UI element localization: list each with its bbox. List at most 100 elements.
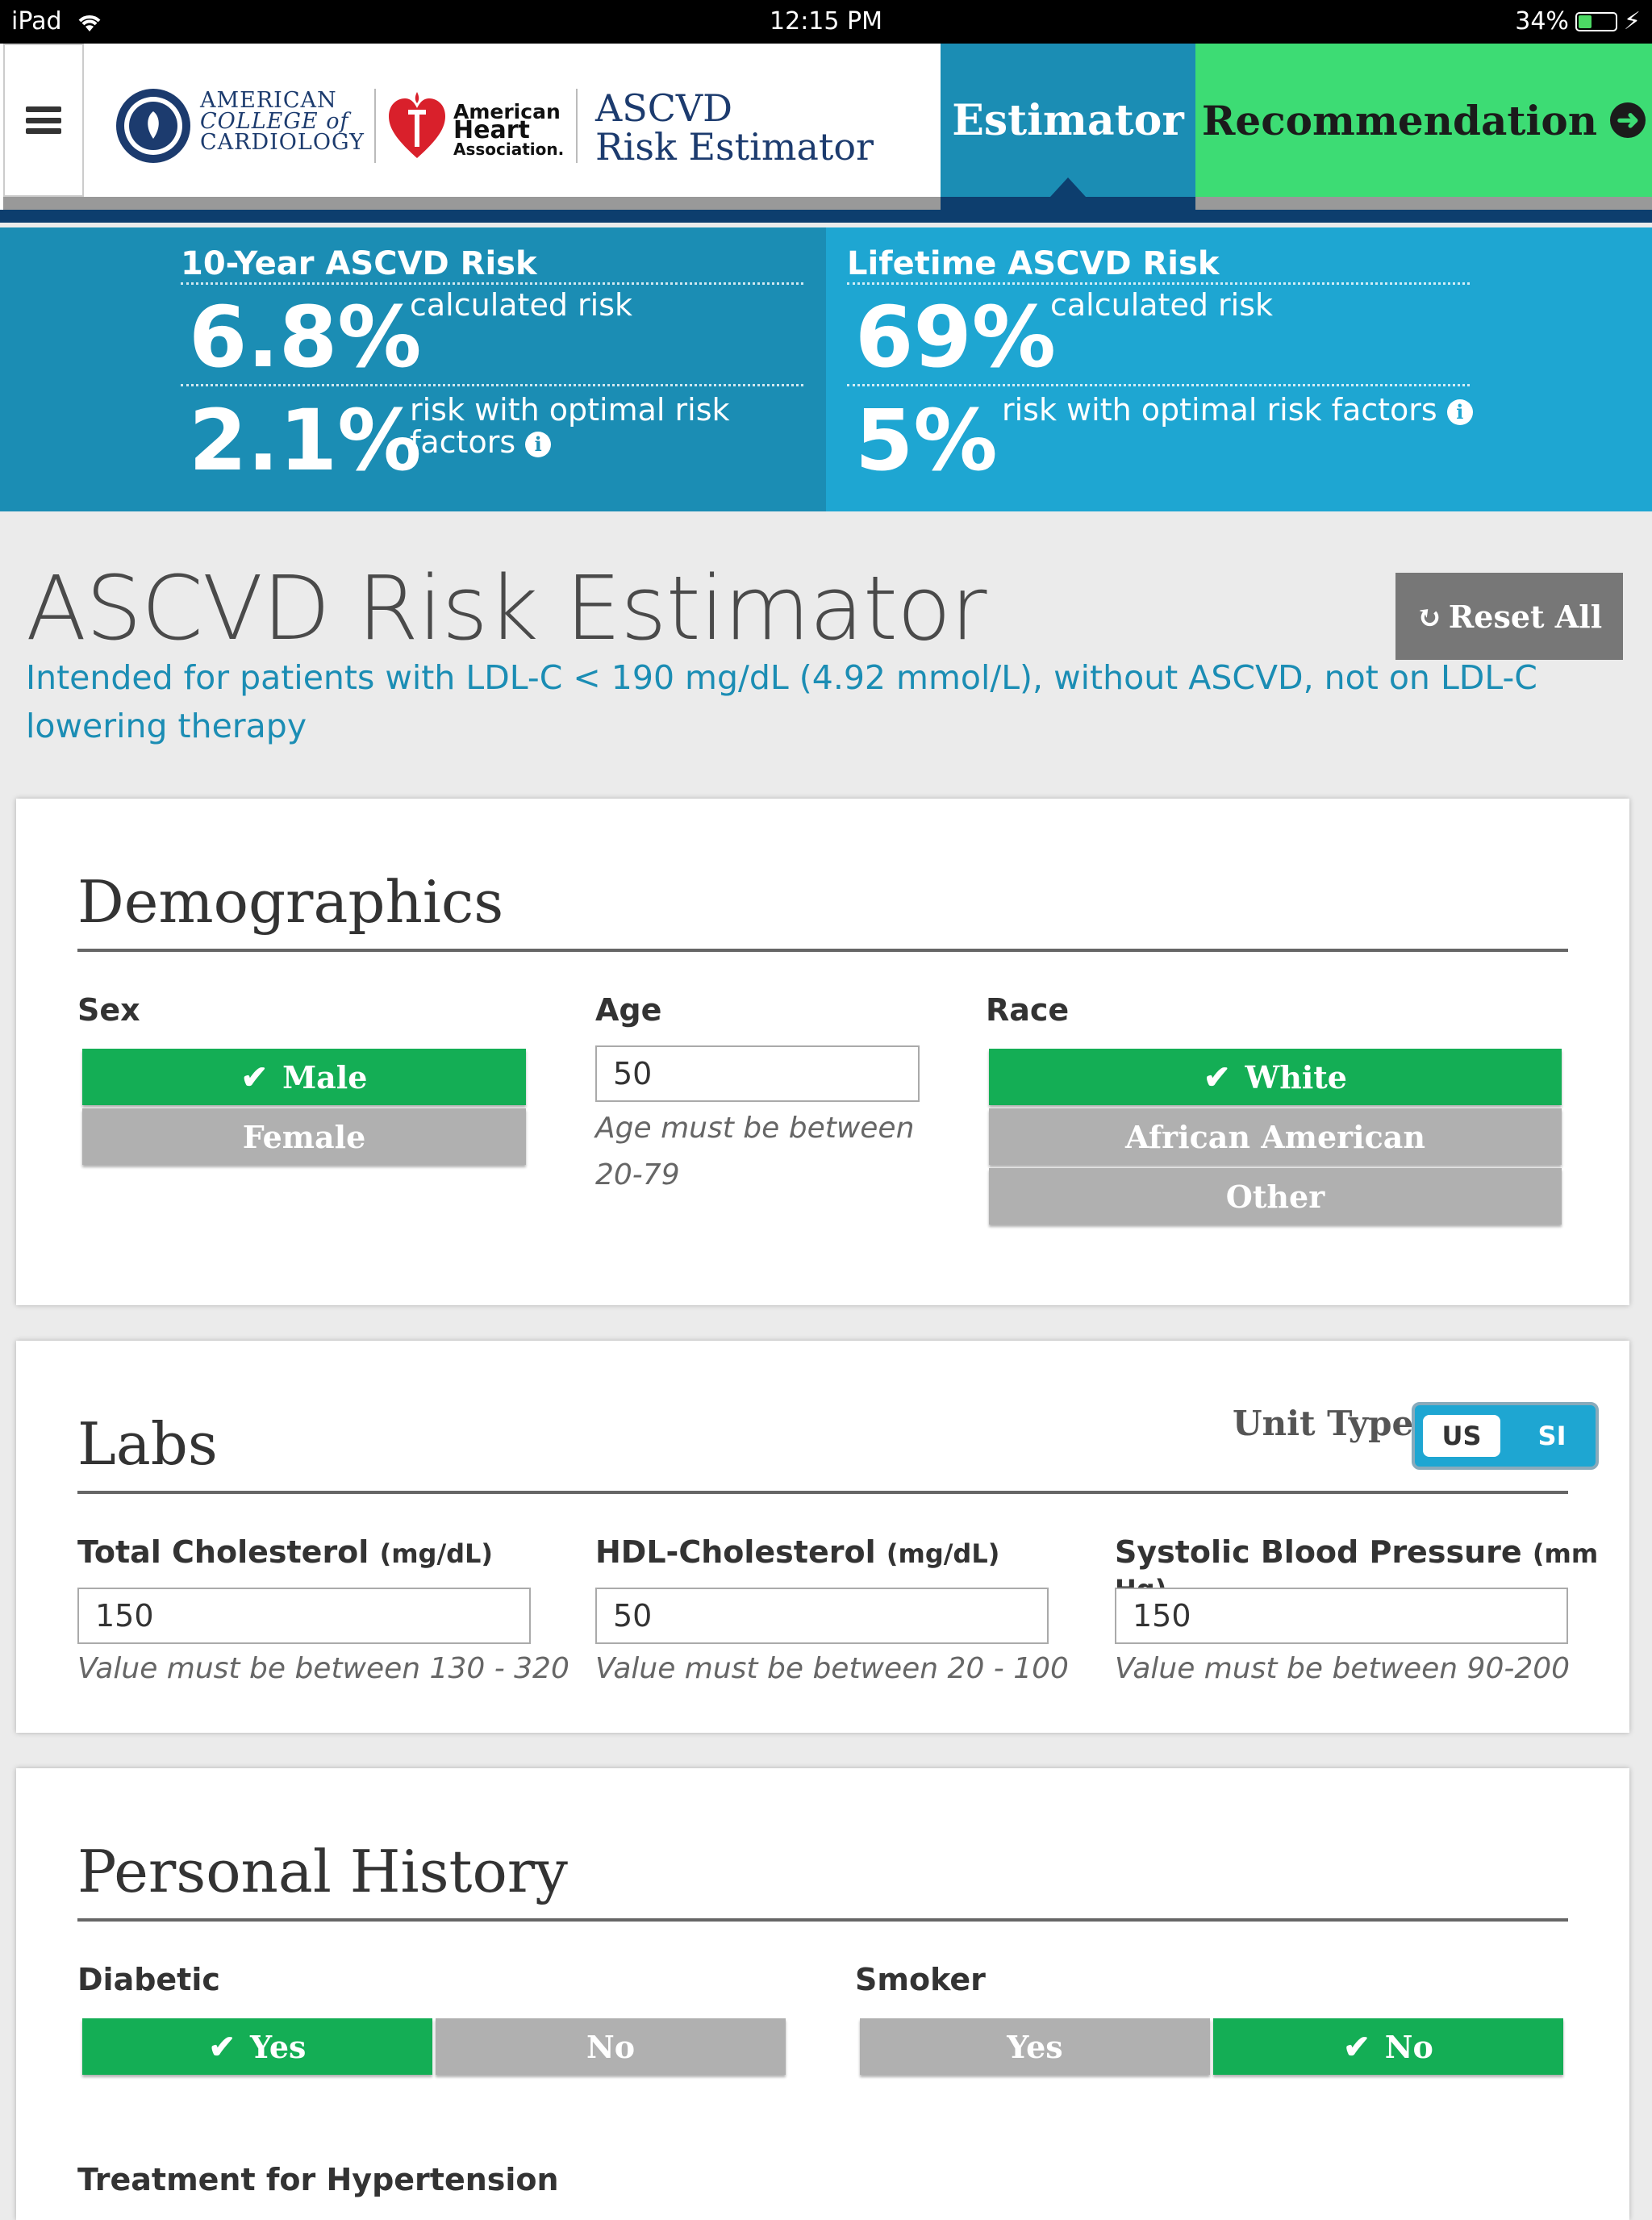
treatment-hypertension-label: Treatment for Hypertension [77, 2162, 559, 2197]
device-label: iPad [11, 7, 103, 35]
tab-recommendation[interactable]: Recommendation ➜ [1195, 44, 1652, 197]
sex-male-button[interactable]: ✔ Male [82, 1049, 526, 1105]
ten-year-risk-panel: 10-Year ASCVD Risk 6.8% calculated risk … [0, 227, 826, 511]
check-icon: ✔ [1204, 1058, 1231, 1096]
race-label: Race [986, 992, 1070, 1028]
acc-text-line2: COLLEGE of [200, 109, 349, 134]
lifetime-risk-panel: Lifetime ASCVD Risk 69% calculated risk … [826, 227, 1652, 511]
smoker-yes-button[interactable]: Yes [860, 2018, 1210, 2075]
lifetime-risk-value-label: calculated risk [1050, 287, 1274, 323]
aha-heart-torch-icon [389, 92, 445, 158]
total-cholesterol-unit: (mg/dL) [379, 1538, 494, 1569]
race-african-american-button[interactable]: African American [989, 1108, 1562, 1165]
ten-year-risk-value-label: calculated risk [410, 287, 633, 323]
aha-text-line3: Association. [453, 140, 565, 159]
total-cholesterol-label: Total Cholesterol (mg/dL) [77, 1534, 493, 1570]
refresh-icon: ↻ [1416, 598, 1442, 635]
lifetime-optimal-text: risk with optimal risk factors [1002, 392, 1437, 428]
unit-us-option[interactable]: US [1423, 1415, 1500, 1457]
total-cholesterol-input[interactable] [77, 1588, 531, 1644]
charging-icon: ⚡ [1623, 7, 1641, 35]
diabetic-yes-label: Yes [250, 2028, 307, 2065]
tab-estimator-shadow [941, 197, 1195, 210]
race-other-button[interactable]: Other [989, 1168, 1562, 1225]
sex-label: Sex [77, 992, 140, 1028]
app-title-line1: ASCVD [595, 86, 733, 130]
aha-text-line2: Heart [453, 116, 530, 144]
aha-logo-text: American Heart Association. [453, 100, 565, 159]
systolic-bp-hint: Value must be between 90-200 [1115, 1652, 1571, 1685]
personal-history-heading: Personal History [77, 1838, 568, 1905]
acc-seal-icon [116, 89, 190, 163]
lifetime-optimal-label: risk with optimal risk factors i [1002, 394, 1473, 426]
reset-all-button[interactable]: ↻ Reset All [1395, 573, 1623, 660]
check-icon: ✔ [240, 1058, 269, 1096]
labs-heading: Labs [77, 1410, 218, 1478]
ten-year-optimal-label: risk with optimal risk factors i [410, 394, 749, 458]
total-cholesterol-hint: Value must be between 130 - 320 [77, 1652, 569, 1685]
hdl-cholesterol-text: HDL-Cholesterol [595, 1534, 876, 1570]
race-white-label: White [1245, 1058, 1347, 1095]
reset-all-label: Reset All [1448, 598, 1603, 635]
battery-percent: 34% [1515, 7, 1569, 35]
check-icon: ✔ [208, 2027, 236, 2066]
diabetic-no-label: No [586, 2028, 636, 2065]
tab-recommendation-shadow [1195, 197, 1652, 210]
app-title: ASCVD Risk Estimator [595, 89, 874, 166]
ten-year-risk-value: 6.8% [189, 288, 422, 386]
device-name: iPad [11, 7, 62, 35]
menu-button[interactable] [3, 44, 84, 197]
arrow-right-circle-icon: ➜ [1610, 102, 1646, 138]
divider [181, 384, 803, 386]
section-rule [77, 1491, 1568, 1494]
acc-logo-text: AMERICAN COLLEGE of CARDIOLOGY [200, 90, 365, 153]
hdl-cholesterol-label: HDL-Cholesterol (mg/dL) [595, 1534, 999, 1570]
age-label: Age [595, 992, 662, 1028]
hamburger-icon [26, 106, 61, 134]
diabetic-yes-button[interactable]: ✔ Yes [82, 2018, 432, 2075]
battery-status: 34% ⚡ [1515, 7, 1641, 35]
demographics-card: Demographics Sex ✔ Male Female Age Age m… [16, 799, 1629, 1305]
smoker-yes-label: Yes [1007, 2028, 1063, 2065]
section-rule [77, 1918, 1568, 1922]
demographics-heading: Demographics [77, 868, 504, 936]
divider [847, 282, 1470, 285]
systolic-bp-input[interactable] [1115, 1588, 1568, 1644]
hdl-cholesterol-input[interactable] [595, 1588, 1049, 1644]
labs-card: Labs Unit Type US SI Total Cholesterol (… [16, 1341, 1629, 1733]
acc-text-line3: CARDIOLOGY [200, 130, 365, 155]
total-cholesterol-text: Total Cholesterol [77, 1534, 369, 1570]
aha-text-line1: American [453, 100, 561, 123]
divider [847, 384, 1470, 386]
hdl-cholesterol-hint: Value must be between 20 - 100 [595, 1652, 1069, 1685]
ten-year-optimal-value: 2.1% [189, 391, 422, 490]
smoker-no-button[interactable]: ✔ No [1213, 2018, 1563, 2075]
ten-year-risk-title: 10-Year ASCVD Risk [181, 245, 537, 282]
tab-estimator-label: Estimator [952, 95, 1184, 145]
age-input[interactable] [595, 1045, 920, 1102]
info-icon[interactable]: i [1446, 399, 1473, 425]
unit-type-toggle[interactable]: US SI [1412, 1402, 1599, 1470]
sex-female-button[interactable]: Female [82, 1108, 526, 1165]
clock: 12:15 PM [770, 7, 882, 35]
unit-si-option[interactable]: SI [1537, 1421, 1566, 1451]
lifetime-optimal-value: 5% [855, 391, 998, 490]
age-hint: Age must be between 20-79 [595, 1112, 915, 1191]
page-subtitle: Intended for patients with LDL-C < 190 m… [26, 658, 1537, 745]
sex-male-label: Male [282, 1058, 368, 1095]
smoker-no-label: No [1384, 2028, 1433, 2065]
divider [181, 282, 803, 285]
info-icon[interactable]: i [525, 431, 552, 457]
diabetic-no-button[interactable]: No [436, 2018, 786, 2075]
status-bar: iPad 12:15 PM 34% ⚡ [0, 0, 1652, 44]
logo-divider [374, 89, 376, 163]
check-icon: ✔ [1343, 2027, 1370, 2066]
sex-female-label: Female [242, 1118, 366, 1155]
race-white-button[interactable]: ✔ White [989, 1049, 1562, 1105]
app-title-line2: Risk Estimator [595, 125, 874, 169]
tab-recommendation-label: Recommendation [1201, 96, 1598, 144]
smoker-label: Smoker [855, 1962, 986, 1997]
race-other-label: Other [1225, 1178, 1325, 1215]
tab-estimator[interactable]: Estimator [941, 44, 1195, 197]
hdl-cholesterol-unit: (mg/dL) [886, 1538, 1000, 1569]
